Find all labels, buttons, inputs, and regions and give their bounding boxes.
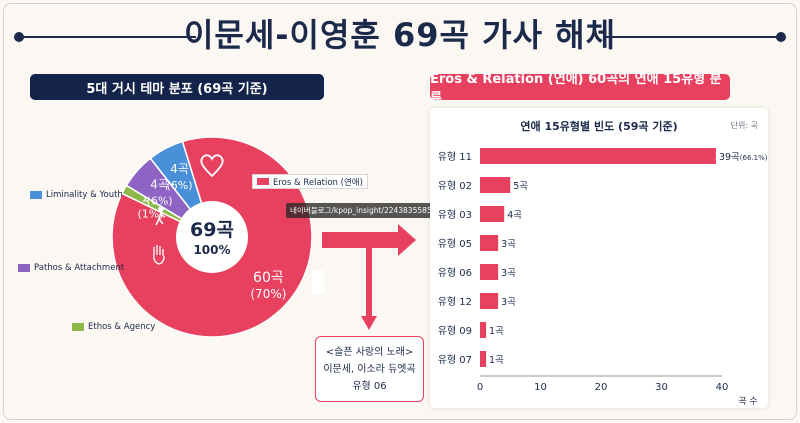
pie-center-pct: 100% [193, 243, 230, 257]
title-dot-left [14, 32, 24, 42]
white-patch [312, 270, 324, 294]
pie-center-hole [176, 201, 248, 273]
bar-category-4: 유형 06 [438, 267, 472, 279]
legend-label-pathos: Pathos & Attachment [34, 263, 125, 273]
bar-3 [480, 235, 499, 251]
legend-label-liminality: Liminality & Youth [46, 190, 123, 200]
pie-center-count: 69곡 [190, 219, 234, 241]
bar-section-header: Eros & Relation (연애) 60곡의 연애 15유형 분류 [430, 72, 730, 106]
bar-chart-unit: 단위: 곡 [730, 121, 758, 130]
bar-1 [480, 177, 511, 193]
pie-section-header: 5대 거시 테마 분포 (69곡 기준) [30, 74, 324, 100]
song-callout-artists: 이문세, 이소라 듀엣곡 [323, 364, 416, 375]
bar-x-tick-4: 40 [716, 382, 729, 393]
song-callout-title: <슬픈 사랑의 노래> [325, 347, 414, 358]
right-arrow [322, 224, 416, 256]
legend-swatch-pathos [18, 264, 30, 272]
bar-value-extra-0: (66.1%) [740, 154, 768, 162]
pie-value-label-pathos: 4곡 [150, 178, 169, 192]
hand-icon [153, 245, 165, 265]
legend-liminality: Liminality & Youth [30, 190, 123, 200]
song-callout: <슬픈 사랑의 노래> 이문세, 이소라 듀엣곡 유형 06 [315, 336, 424, 402]
legend-label-eros: Eros & Relation (연애) [273, 177, 363, 188]
song-callout-type: 유형 06 [352, 381, 387, 392]
pie-pct-label-liminality: (6%) [167, 179, 193, 192]
bar-x-tick-0: 0 [477, 382, 483, 393]
pie-value-label-eros: 60곡 [253, 270, 284, 286]
walking-person-icon [155, 206, 166, 226]
bar-0 [480, 148, 716, 164]
down-arrow-head [361, 316, 377, 330]
bar-value-label-5: 3곡 [501, 297, 516, 308]
title-dot-right [776, 32, 786, 42]
bar-category-1: 유형 02 [438, 180, 472, 192]
bar-value-label-0: 39곡(66.1%) [719, 152, 768, 163]
bar-value-label-6: 1곡 [489, 326, 504, 337]
page-title: 이문세-이영훈 69곡 가사 해체 [183, 16, 617, 54]
pie-pct-label-eros: (70%) [250, 287, 286, 301]
bar-5 [480, 293, 499, 309]
bar-value-label-4: 3곡 [501, 268, 516, 279]
bar-2 [480, 206, 505, 222]
image-frame [3, 3, 797, 420]
bar-x-tick-2: 20 [595, 382, 608, 393]
bar-6 [480, 322, 487, 338]
blog-watermark: 네이버블로그/kpop_insight/224383558517 [286, 203, 446, 218]
bar-chart-title: 연애 15유형별 빈도 (59곡 기준) [520, 120, 678, 133]
bar-x-axis-label: 곡 수 [738, 396, 757, 407]
legend-pathos: Pathos & Attachment [18, 263, 124, 273]
legend-eros: Eros & Relation (연애) [252, 174, 368, 189]
pie-pct-label-ethos: (1%) [137, 208, 163, 221]
bar-4 [480, 264, 499, 280]
legend-swatch-liminality [30, 191, 42, 199]
bar-x-tick-1: 10 [534, 382, 547, 393]
bar-category-6: 유형 09 [438, 325, 472, 337]
bar-category-3: 유형 05 [438, 238, 472, 250]
bar-chart-panel: 연애 15유형별 빈도 (59곡 기준) 단위: 곡 0 10 20 30 40 곡 수 유… [430, 108, 768, 408]
down-arrow-stem [366, 248, 372, 318]
bar-category-2: 유형 03 [438, 209, 472, 221]
bar-category-0: 유형 11 [438, 151, 472, 163]
bar-category-7: 유형 07 [438, 354, 472, 366]
pie-value-label-liminality: 4곡 [170, 162, 189, 176]
legend-ethos: Ethos & Agency [72, 322, 155, 332]
bar-value-label-7: 1곡 [489, 355, 504, 366]
legend-swatch-eros [257, 178, 269, 185]
bar-value-label-2: 4곡 [507, 210, 522, 221]
bar-x-tick-3: 30 [655, 382, 668, 393]
title-rule-right [604, 36, 782, 38]
pie-pct-label-pathos: (6%) [147, 195, 173, 208]
title-rule-left [18, 36, 196, 38]
legend-label-ethos: Ethos & Agency [88, 322, 156, 332]
heart-icon [200, 154, 224, 178]
legend-swatch-ethos [72, 323, 84, 331]
bar-value-label-3: 3곡 [501, 239, 516, 250]
bar-value-label-1: 5곡 [513, 181, 528, 192]
bar-7 [480, 351, 487, 367]
bar-category-5: 유형 12 [438, 296, 472, 308]
